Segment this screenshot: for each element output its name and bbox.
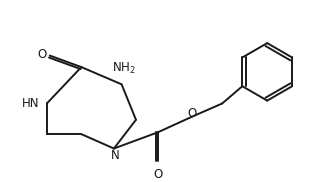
- Text: O: O: [37, 48, 47, 61]
- Text: N: N: [111, 149, 119, 163]
- Text: O: O: [153, 168, 163, 181]
- Text: NH$_2$: NH$_2$: [112, 61, 136, 76]
- Text: HN: HN: [22, 97, 39, 110]
- Text: O: O: [188, 107, 197, 120]
